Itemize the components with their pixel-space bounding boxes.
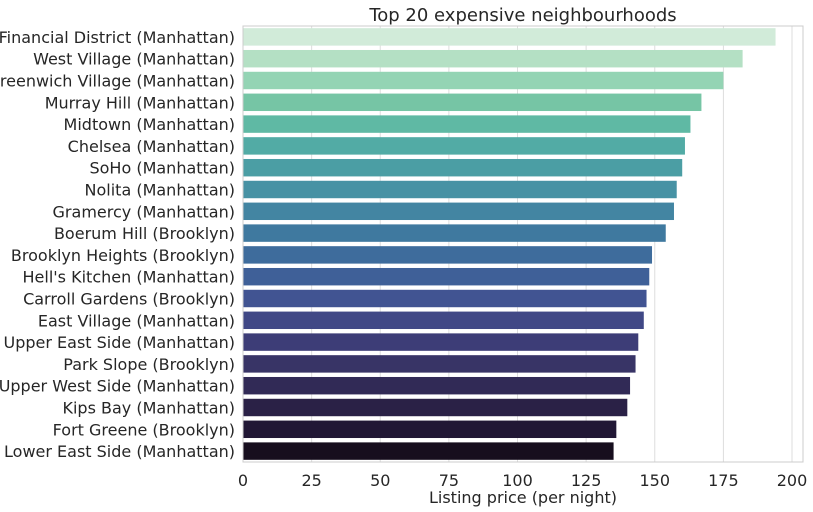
category-label: Chelsea (Manhattan) [68,137,235,156]
bar [243,311,644,330]
x-tick-label: 125 [571,471,602,490]
bar [243,246,653,264]
x-tick-label: 75 [439,471,459,490]
category-label: Brooklyn Heights (Brooklyn) [11,246,235,265]
category-label: Park Slope (Brooklyn) [63,355,235,374]
x-tick-label: 175 [708,471,739,490]
bar [243,224,666,242]
x-tick-label: 150 [639,471,670,490]
category-label: SoHo (Manhattan) [89,159,235,178]
x-tick-label: 200 [777,471,808,490]
bar [243,398,628,417]
category-label: Upper East Side (Manhattan) [4,333,236,352]
x-tick-label: 50 [370,471,390,490]
x-axis-label: Listing price (per night) [429,488,617,507]
category-label: Greenwich Village (Manhattan) [0,72,235,91]
bar [243,158,683,177]
bar [243,137,685,155]
bar [243,28,776,46]
category-label: Midtown (Manhattan) [64,115,235,134]
bar [243,420,617,439]
bar [243,376,631,395]
category-label: West Village (Manhattan) [33,50,235,69]
category-label: Financial District (Manhattan) [0,28,235,47]
x-tick-label: 0 [238,471,248,490]
bar [243,333,639,351]
category-labels: Financial District (Manhattan) West Villa… [0,28,235,461]
category-label: Carroll Gardens (Brooklyn) [23,290,235,309]
bar [243,49,743,68]
x-tick-label: 100 [502,471,533,490]
grid-lines [242,26,793,462]
bar [243,289,647,308]
bars [243,28,776,460]
x-tick-label: 25 [301,471,321,490]
category-label: Kips Bay (Manhattan) [62,399,235,418]
plot-frame [242,25,804,463]
x-tick-labels: 0 25 50 75 100 125 150 175 200 [238,471,807,490]
bar [243,115,691,133]
bar [243,267,650,286]
category-label: Fort Greene (Brooklyn) [53,420,235,439]
category-label: Gramercy (Manhattan) [53,202,235,221]
bar [243,93,702,112]
category-label: Boerum Hill (Brooklyn) [54,224,235,243]
category-label: East Village (Manhattan) [38,311,235,330]
bar [243,71,724,90]
category-label: Nolita (Manhattan) [85,181,235,200]
bar [243,202,674,221]
bar [243,355,636,373]
category-label: Hell's Kitchen (Manhattan) [23,268,235,287]
category-label: Murray Hill (Manhattan) [45,93,235,112]
category-label: Upper West Side (Manhattan) [0,377,235,396]
bar [243,442,614,460]
chart-title: Top 20 expensive neighbourhoods [368,5,676,26]
category-label: Lower East Side (Manhattan) [4,442,235,461]
bar [243,180,677,199]
